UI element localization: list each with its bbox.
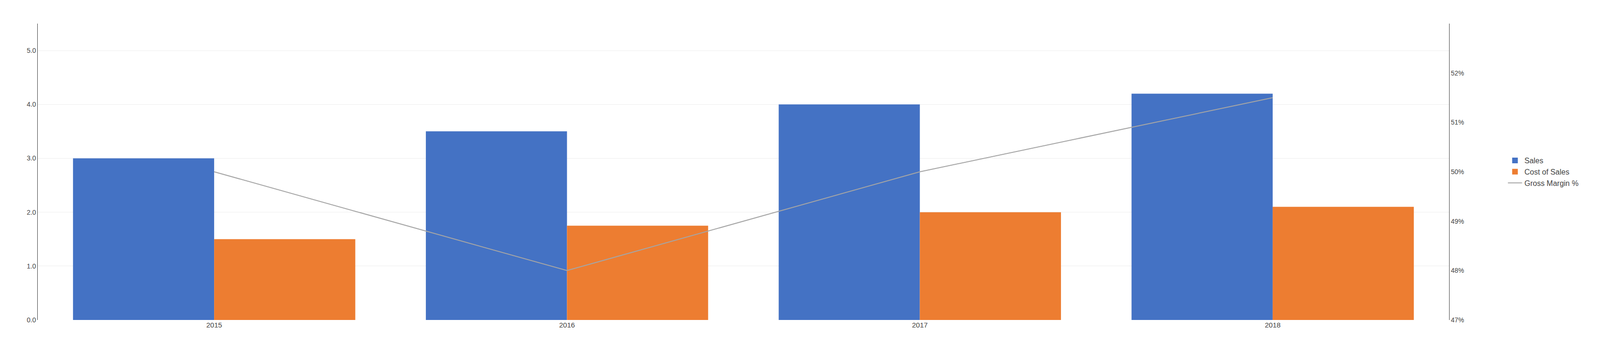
- svg-text:2016: 2016: [559, 320, 575, 329]
- svg-text:Sales: Sales: [1524, 156, 1544, 165]
- svg-text:2018: 2018: [1264, 320, 1281, 329]
- svg-text:5.0: 5.0: [26, 46, 37, 55]
- svg-text:Gross Margin %: Gross Margin %: [1524, 179, 1579, 188]
- svg-text:2017: 2017: [911, 320, 928, 329]
- svg-text:49%: 49%: [1450, 217, 1465, 225]
- svg-text:1.0: 1.0: [26, 262, 37, 270]
- svg-text:50%: 50%: [1450, 167, 1465, 176]
- svg-text:47%: 47%: [1450, 315, 1465, 324]
- svg-text:0.0: 0.0: [26, 315, 37, 324]
- svg-text:52%: 52%: [1450, 69, 1465, 77]
- svg-text:48%: 48%: [1450, 266, 1465, 274]
- svg-text:2015: 2015: [206, 320, 222, 329]
- svg-text:51%: 51%: [1450, 118, 1465, 126]
- svg-text:4.0: 4.0: [26, 100, 37, 108]
- svg-text:2.0: 2.0: [26, 208, 37, 216]
- svg-text:3.0: 3.0: [26, 154, 37, 162]
- svg-text:Cost of Sales: Cost of Sales: [1524, 167, 1570, 176]
